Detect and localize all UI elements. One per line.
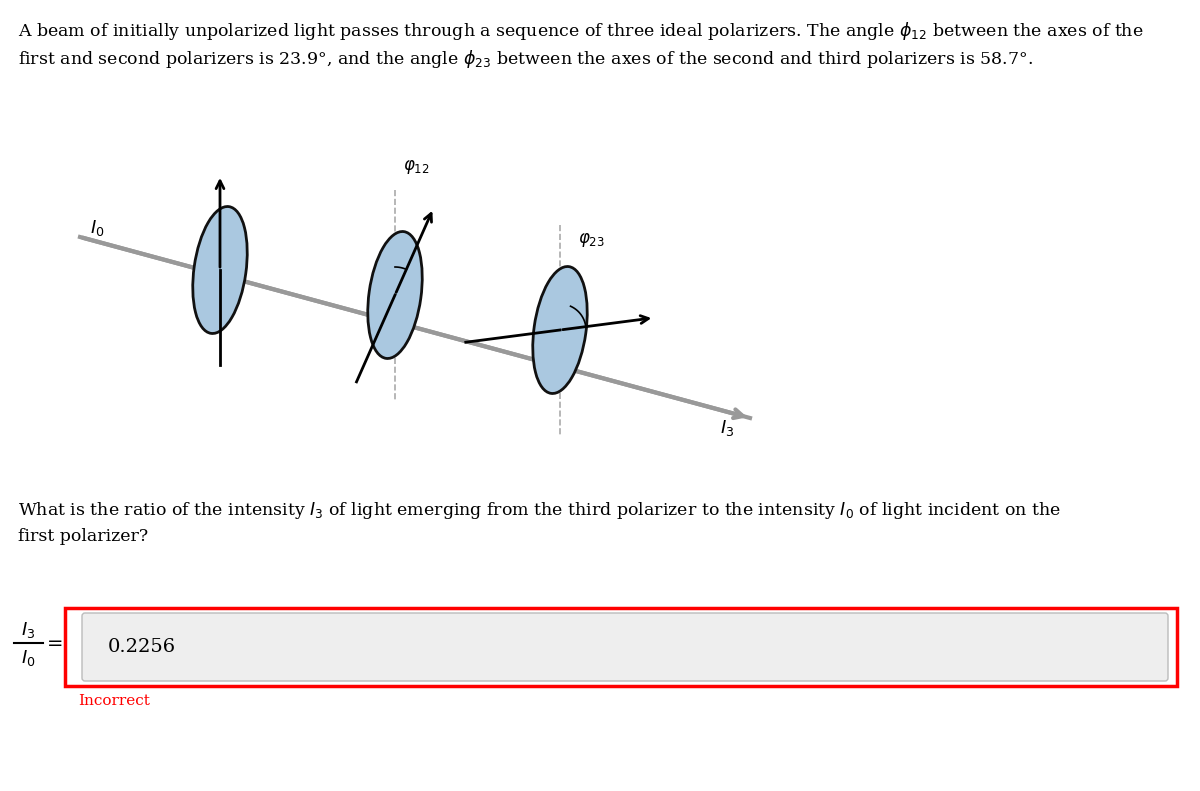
Text: first polarizer?: first polarizer? [18, 528, 148, 545]
Text: first and second polarizers is 23.9°, and the angle $\phi_{23}$ between the axes: first and second polarizers is 23.9°, an… [18, 48, 1033, 70]
Ellipse shape [367, 232, 422, 358]
Text: $\varphi_{12}$: $\varphi_{12}$ [403, 158, 430, 176]
Bar [65, 608, 1177, 686]
Text: Incorrect: Incorrect [78, 694, 150, 708]
Ellipse shape [533, 267, 587, 393]
Text: A beam of initially unpolarized light passes through a sequence of three ideal p: A beam of initially unpolarized light pa… [18, 20, 1144, 42]
Text: $\varphi_{23}$: $\varphi_{23}$ [578, 231, 605, 249]
Text: $I_0$: $I_0$ [90, 218, 104, 238]
Text: $I_0$: $I_0$ [20, 648, 35, 668]
Text: $I_3$: $I_3$ [720, 418, 734, 438]
Text: 0.2256: 0.2256 [108, 638, 176, 656]
Text: =: = [47, 634, 64, 653]
FancyBboxPatch shape [82, 613, 1168, 681]
Ellipse shape [193, 206, 247, 334]
Text: What is the ratio of the intensity $I_3$ of light emerging from the third polari: What is the ratio of the intensity $I_3$… [18, 500, 1061, 521]
Text: $I_3$: $I_3$ [20, 620, 35, 640]
